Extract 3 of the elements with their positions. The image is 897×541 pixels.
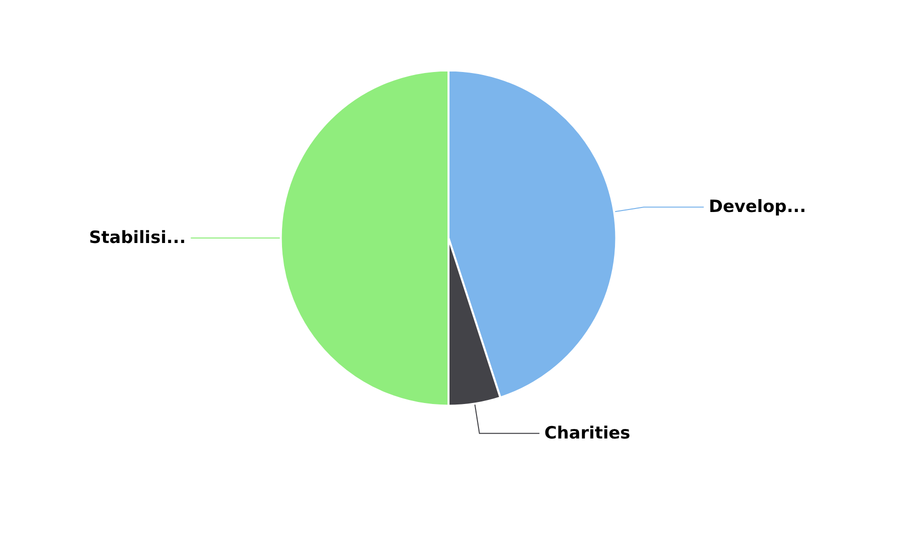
slice-label: Charities: [544, 423, 630, 444]
slice-label: Stabilisi...: [88, 228, 186, 248]
slice-label: Develop...: [708, 197, 806, 218]
